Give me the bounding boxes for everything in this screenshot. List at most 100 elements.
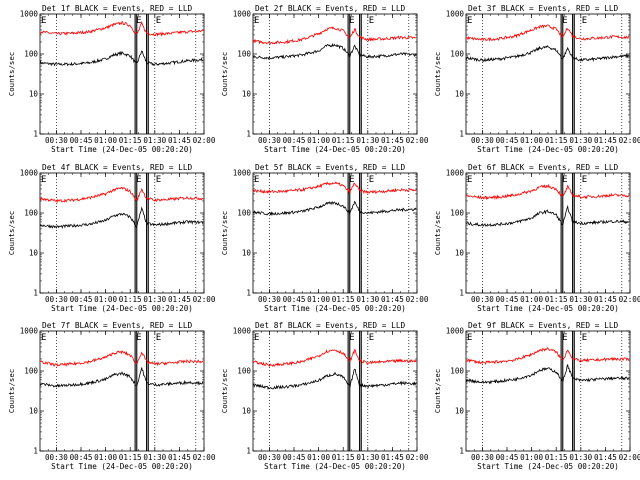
x-tick-label: 00:45 bbox=[283, 136, 306, 145]
y-tick-label: 100 bbox=[450, 209, 464, 218]
x-tick-label: 01:30 bbox=[356, 453, 379, 462]
y-tick-label: 100 bbox=[237, 209, 251, 218]
x-tick-label: 00:45 bbox=[283, 453, 306, 462]
interval-marker-label: E bbox=[369, 333, 374, 343]
x-tick-label: 00:45 bbox=[70, 453, 93, 462]
events-series-line bbox=[252, 42, 417, 60]
x-tick-label: 01:30 bbox=[143, 453, 166, 462]
y-tick-label: 1000 bbox=[233, 10, 252, 19]
x-tick-label: 02:00 bbox=[619, 453, 640, 462]
lld-series-line bbox=[252, 26, 417, 46]
y-tick-label: 1000 bbox=[446, 327, 465, 336]
detector-panel-9: Det 9f BLACK = Events, RED = LLD 1 10 100 10… bbox=[433, 321, 640, 471]
y-tick-label: 10 bbox=[455, 90, 465, 99]
interval-marker-label: E bbox=[41, 175, 46, 185]
lld-series-line bbox=[39, 350, 204, 367]
y-tick-label: 1 bbox=[33, 289, 38, 298]
x-tick-label: 02:00 bbox=[619, 136, 640, 145]
detector-panel-4: Det 4f BLACK = Events, RED = LLD 1 10 100 10… bbox=[7, 163, 216, 313]
interval-marker-label: E bbox=[582, 175, 587, 185]
y-tick-label: 10 bbox=[455, 407, 465, 416]
x-tick-label: 00:30 bbox=[45, 453, 68, 462]
x-tick-label: 02:00 bbox=[193, 295, 216, 304]
x-tick-label: 01:15 bbox=[545, 453, 568, 462]
y-tick-label: 10 bbox=[242, 90, 252, 99]
x-tick-label: 00:30 bbox=[45, 136, 68, 145]
y-axis-label: Counts/sec bbox=[433, 52, 442, 97]
x-tick-label: 01:30 bbox=[569, 295, 592, 304]
y-tick-label: 1000 bbox=[446, 10, 465, 19]
events-series-line bbox=[39, 206, 204, 229]
x-tick-label: 00:45 bbox=[496, 295, 519, 304]
interval-marker-label: E bbox=[136, 175, 141, 185]
x-tick-label: 01:15 bbox=[332, 136, 355, 145]
detector-panel-5: Det 5f BLACK = Events, RED = LLD 1 10 100 10… bbox=[220, 163, 429, 313]
interval-marker-label: E bbox=[254, 16, 259, 26]
x-tick-label: 01:30 bbox=[569, 453, 592, 462]
interval-marker-label: E bbox=[41, 333, 46, 343]
y-tick-label: 1 bbox=[246, 130, 251, 139]
y-tick-label: 1000 bbox=[20, 10, 39, 19]
interval-marker-label: E bbox=[254, 175, 259, 185]
interval-marker-label: E bbox=[349, 16, 354, 26]
detector-panel-6: Det 6f BLACK = Events, RED = LLD 1 10 100 10… bbox=[433, 163, 640, 313]
y-tick-label: 1000 bbox=[20, 327, 39, 336]
x-tick-label: 02:00 bbox=[619, 295, 640, 304]
y-tick-label: 1000 bbox=[446, 169, 465, 178]
x-tick-label: 01:00 bbox=[307, 295, 330, 304]
y-tick-label: 1 bbox=[459, 447, 464, 456]
y-tick-label: 100 bbox=[450, 50, 464, 59]
y-axis-label: Counts/sec bbox=[220, 369, 229, 414]
y-axis-label: Counts/sec bbox=[433, 369, 442, 414]
interval-marker-label: E bbox=[467, 175, 472, 185]
detector-panel-8: Det 8f BLACK = Events, RED = LLD 1 10 100 10… bbox=[220, 321, 429, 471]
events-series-line bbox=[39, 50, 204, 67]
interval-marker-label: E bbox=[369, 16, 374, 26]
y-tick-label: 1 bbox=[459, 289, 464, 298]
x-tick-label: 01:45 bbox=[594, 453, 617, 462]
x-tick-label: 00:45 bbox=[496, 453, 519, 462]
x-tick-label: 02:00 bbox=[193, 136, 216, 145]
x-tick-label: 01:00 bbox=[520, 136, 543, 145]
x-axis-label: Start Time (24-Dec-05 00:20:20) bbox=[51, 145, 193, 154]
y-tick-label: 10 bbox=[242, 249, 252, 258]
x-tick-label: 01:30 bbox=[356, 295, 379, 304]
x-tick-label: 01:15 bbox=[332, 453, 355, 462]
panel-title: Det 9f BLACK = Events, RED = LLD bbox=[468, 321, 619, 330]
interval-marker-label: E bbox=[156, 175, 161, 185]
y-axis-label: Counts/sec bbox=[220, 211, 229, 256]
x-tick-label: 01:15 bbox=[545, 295, 568, 304]
y-axis-label: Counts/sec bbox=[220, 52, 229, 97]
interval-marker-label: E bbox=[582, 333, 587, 343]
interval-marker-label: E bbox=[562, 175, 567, 185]
x-tick-label: 00:30 bbox=[471, 453, 494, 462]
events-series-line bbox=[39, 367, 204, 388]
y-tick-label: 10 bbox=[29, 407, 39, 416]
y-tick-label: 1 bbox=[33, 130, 38, 139]
x-tick-label: 01:15 bbox=[119, 453, 142, 462]
interval-marker-label: E bbox=[156, 16, 161, 26]
x-tick-label: 02:00 bbox=[406, 453, 429, 462]
lld-series-line bbox=[465, 24, 630, 43]
x-axis-label: Start Time (24-Dec-05 00:20:20) bbox=[264, 145, 406, 154]
y-tick-label: 100 bbox=[237, 367, 251, 376]
panel-title: Det 3f BLACK = Events, RED = LLD bbox=[468, 4, 619, 13]
events-series-line bbox=[252, 368, 417, 390]
x-tick-label: 00:30 bbox=[258, 136, 281, 145]
plot-frame bbox=[252, 330, 418, 452]
interval-marker-label: E bbox=[136, 16, 141, 26]
x-axis-label: Start Time (24-Dec-05 00:20:20) bbox=[51, 304, 193, 313]
lld-series-line bbox=[39, 20, 204, 37]
y-tick-label: 1 bbox=[33, 447, 38, 456]
y-tick-label: 10 bbox=[242, 407, 252, 416]
panel-title: Det 7f BLACK = Events, RED = LLD bbox=[42, 321, 193, 330]
lld-series-line bbox=[465, 183, 630, 201]
x-tick-label: 01:15 bbox=[545, 136, 568, 145]
y-tick-label: 10 bbox=[29, 90, 39, 99]
x-tick-label: 01:45 bbox=[594, 136, 617, 145]
x-axis-label: Start Time (24-Dec-05 00:20:20) bbox=[264, 304, 406, 313]
detector-panel-3: Det 3f BLACK = Events, RED = LLD 1 10 100 10… bbox=[433, 4, 640, 154]
x-tick-label: 01:15 bbox=[119, 295, 142, 304]
events-series-line bbox=[465, 204, 630, 228]
